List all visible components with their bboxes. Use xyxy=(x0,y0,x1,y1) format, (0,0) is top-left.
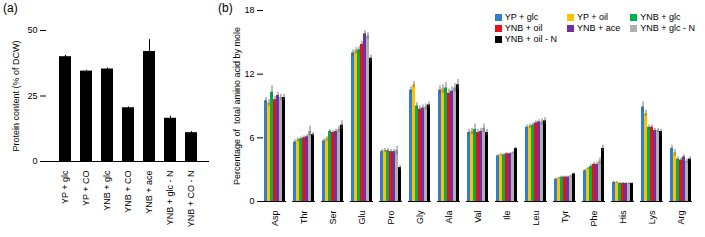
svg-text:0: 0 xyxy=(249,196,254,206)
svg-text:YP + CO: YP + CO xyxy=(81,171,91,207)
svg-text:Percentage of total amino aci: Percentage of total amino acid by mole xyxy=(232,27,242,185)
svg-text:YP + glc: YP + glc xyxy=(60,170,70,204)
svg-text:Phe: Phe xyxy=(589,211,599,227)
html-text:YNB + oil: YNB + oil xyxy=(504,23,543,33)
svg-text:Thr: Thr xyxy=(299,210,309,224)
svg-text:12: 12 xyxy=(244,69,254,79)
html-text:(b): (b) xyxy=(218,1,233,15)
svg-text:Glu: Glu xyxy=(357,211,367,225)
html-text:YP + glc: YP + glc xyxy=(504,12,539,22)
svg-text:6: 6 xyxy=(249,133,254,143)
svg-text:Gly: Gly xyxy=(415,210,425,224)
svg-text:Val: Val xyxy=(473,211,483,223)
svg-text:YNB + glc: YNB + glc xyxy=(102,170,112,211)
html-text:YNB + glc - N: YNB + glc - N xyxy=(640,23,695,33)
svg-text:50: 50 xyxy=(27,25,37,35)
svg-text:YNB + ace: YNB + ace xyxy=(144,171,154,214)
svg-text:Pro: Pro xyxy=(386,211,396,225)
svg-text:YNB + glc - N: YNB + glc - N xyxy=(165,171,175,226)
svg-text:YNB + CO - N: YNB + CO - N xyxy=(186,171,196,228)
svg-text:Asp: Asp xyxy=(270,211,280,227)
svg-text:Ile: Ile xyxy=(502,211,512,221)
html-text:YNB + ace: YNB + ace xyxy=(577,23,621,33)
svg-text:Ser: Ser xyxy=(328,211,338,225)
html-text:(a): (a) xyxy=(3,1,18,15)
html-text:YNB + oil - N: YNB + oil - N xyxy=(504,34,557,44)
html-text:YNB + glc: YNB + glc xyxy=(640,12,681,22)
svg-text:Tyr: Tyr xyxy=(560,210,570,223)
svg-text:25: 25 xyxy=(27,91,37,101)
svg-text:Protein content (% of DCW): Protein content (% of DCW) xyxy=(11,40,21,151)
svg-text:Lys: Lys xyxy=(647,210,657,224)
svg-text:Ala: Ala xyxy=(444,211,454,224)
svg-text:18: 18 xyxy=(244,5,254,15)
svg-text:Leu: Leu xyxy=(531,211,541,226)
svg-text:Arg: Arg xyxy=(676,211,686,225)
svg-text:His: His xyxy=(618,210,628,223)
svg-text:YNB + CO: YNB + CO xyxy=(123,171,133,213)
html-text:YP + oil: YP + oil xyxy=(577,12,609,22)
svg-text:0: 0 xyxy=(32,156,37,166)
